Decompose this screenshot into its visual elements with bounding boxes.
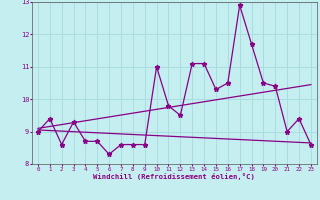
X-axis label: Windchill (Refroidissement éolien,°C): Windchill (Refroidissement éolien,°C): [93, 173, 255, 180]
